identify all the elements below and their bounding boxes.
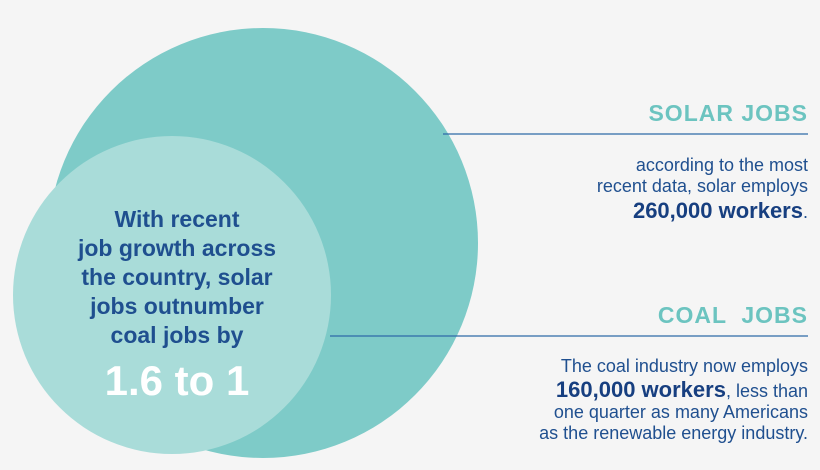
coal-jobs-circle xyxy=(13,136,331,454)
center-message: With recent job growth across the countr… xyxy=(52,205,302,406)
jobs-ratio: 1.6 to 1 xyxy=(104,357,250,404)
center-line-5: coal jobs by xyxy=(110,322,244,348)
center-line-2: job growth across xyxy=(77,235,277,261)
coal-jobs-heading: COAL JOBS xyxy=(657,302,808,328)
coal-desc-line-4: as the renewable energy industry. xyxy=(539,423,808,443)
coal-after-workers: , less than xyxy=(725,381,808,401)
solar-desc-line-1: according to the most xyxy=(635,155,808,175)
coal-desc-line-3: one quarter as many Americans xyxy=(553,402,808,422)
coal-jobs-description: The coal industry now employs 160,000 wo… xyxy=(539,356,808,444)
coal-workers-count: 160,000 workers xyxy=(555,377,726,402)
coal-desc-line-1: The coal industry now employs xyxy=(560,356,808,376)
center-line-1: With recent xyxy=(114,206,240,232)
solar-workers-count: 260,000 workers xyxy=(632,198,803,223)
solar-jobs-heading: SOLAR JOBS xyxy=(648,100,808,126)
solar-desc-line-2: recent data, solar employs xyxy=(596,176,808,196)
solar-trailing: . xyxy=(802,202,808,222)
coal-desc-line-2: 160,000 workers, less than xyxy=(539,379,808,402)
center-line-4: jobs outnumber xyxy=(90,293,264,319)
solar-desc-line-3: 260,000 workers. xyxy=(597,200,808,223)
center-line-3: the country, solar xyxy=(81,264,273,290)
solar-jobs-description: according to the most recent data, solar… xyxy=(597,155,808,223)
